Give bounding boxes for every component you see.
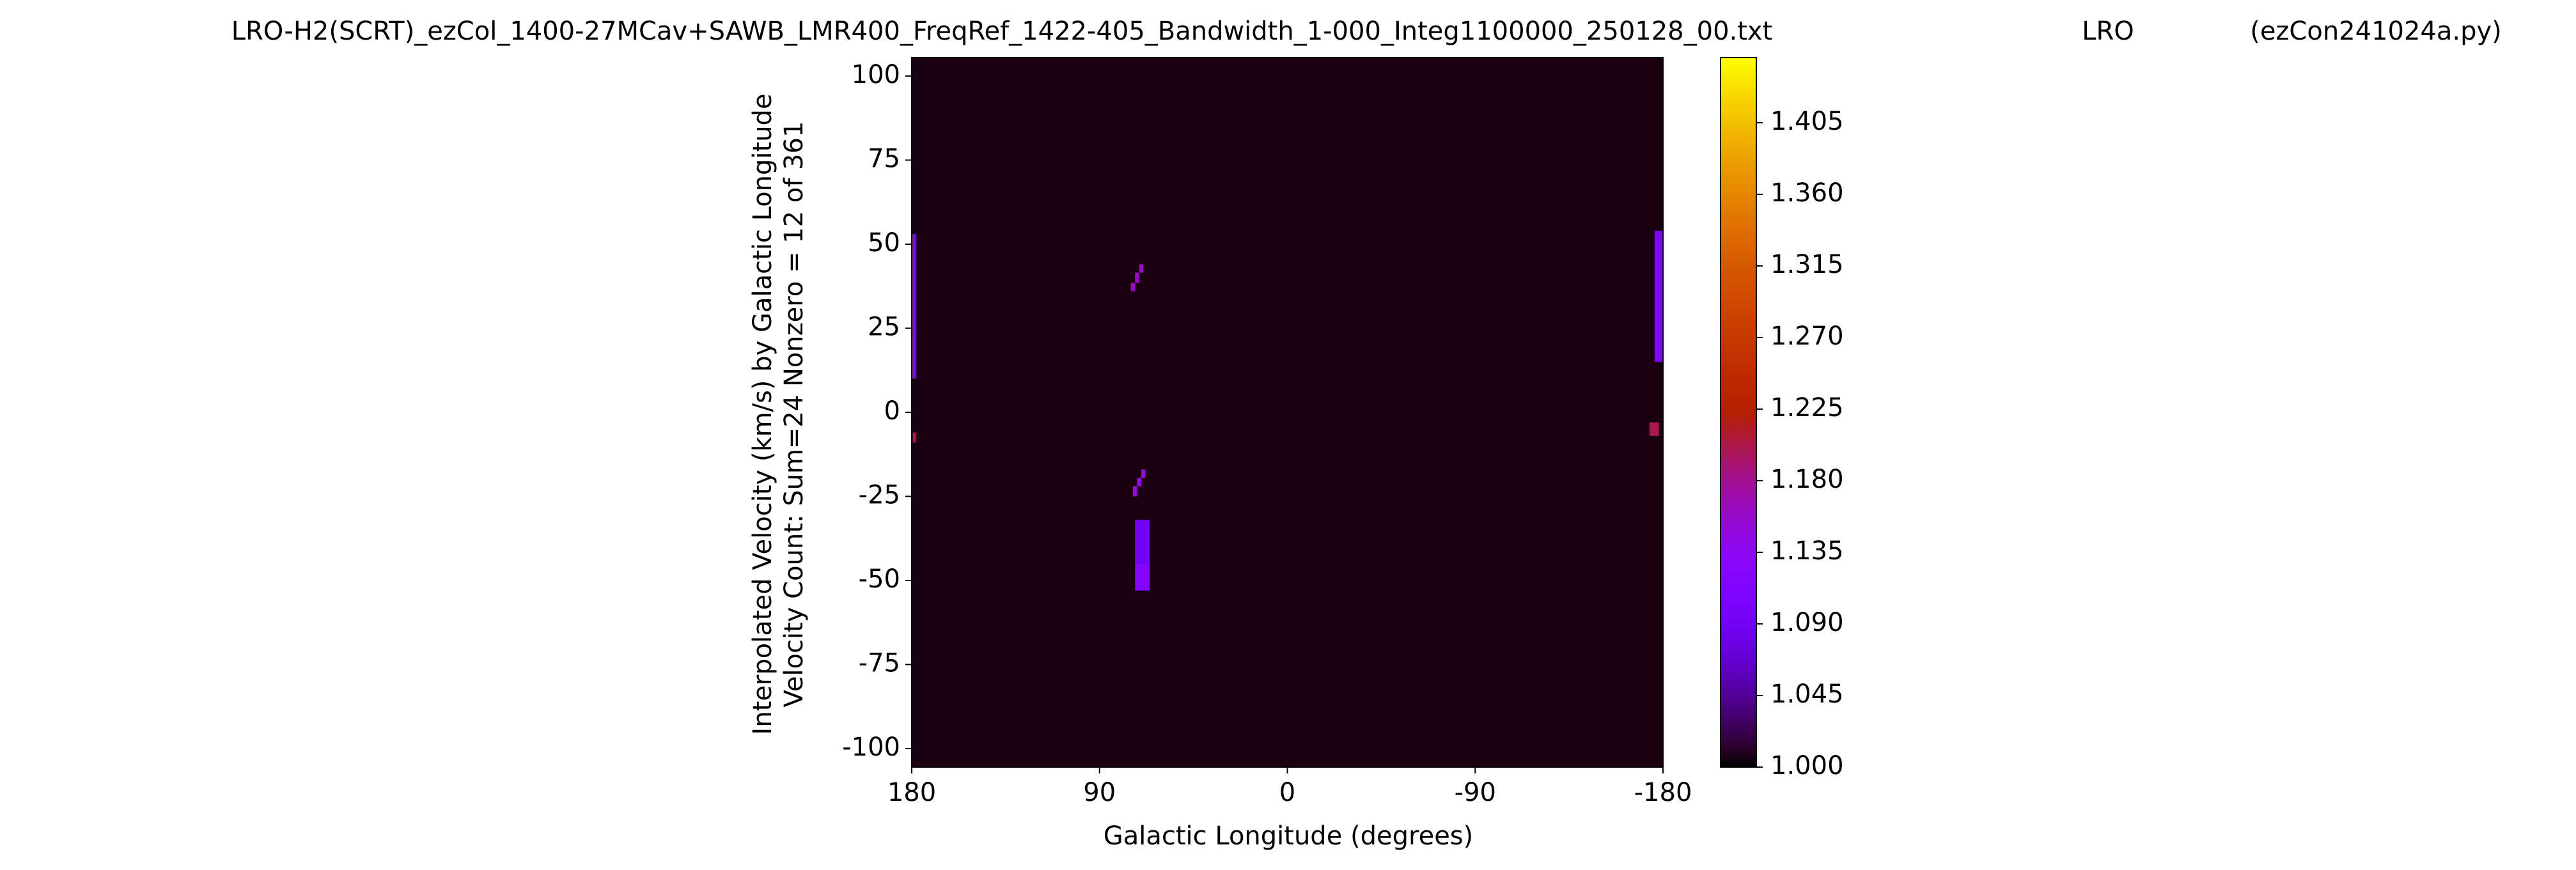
x-tick-label: 90 [1083,778,1116,807]
chart-title-right: (ezCon241024a.py) [2250,17,2502,46]
y-tick-label: -50 [859,564,900,594]
colorbar-tick-label: 1.315 [1770,250,1844,279]
heatmap-cell [1654,230,1663,362]
x-axis-label: Galactic Longitude (degrees) [1104,821,1474,851]
colorbar-tick-label: 1.000 [1770,751,1844,781]
y-tick-label: 0 [884,396,900,426]
heatmap-background [912,58,1663,767]
colorbar-tick-label: 1.225 [1770,393,1844,423]
heatmap-cell [1135,520,1150,564]
y-tick-label: 50 [868,228,900,258]
y-tick-label: 100 [852,60,900,89]
heatmap-cell [1137,478,1142,486]
colorbar-tick-label: 1.270 [1770,322,1844,351]
heatmap-cell [1135,563,1150,591]
y-tick-label: -100 [842,733,900,762]
y-tick-label: -25 [859,481,900,510]
x-tick-label: 180 [887,778,936,807]
y-axis-label: Interpolated Velocity (km/s) by Galactic… [748,93,777,734]
heatmap-cell [1649,422,1659,436]
colorbar-tick-label: 1.180 [1770,465,1844,494]
x-tick-label: -180 [1634,778,1692,807]
y-tick-label: 25 [868,312,900,341]
colorbar [1720,57,1757,768]
x-tick-label: 0 [1279,778,1295,807]
colorbar-tick-label: 1.045 [1770,680,1844,709]
heatmap-cell [1139,264,1144,273]
chart-title: LRO-H2(SCRT)_ezCol_1400-27MCav+SAWB_LMR4… [231,17,1773,46]
heatmap-cell [1135,272,1139,283]
colorbar-tick-label: 1.135 [1770,536,1844,566]
colorbar-tick-label: 1.360 [1770,178,1844,208]
x-tick-label: -90 [1455,778,1496,807]
chart-title-center: LRO [2082,17,2134,46]
heatmap-cell [912,432,916,443]
heatmap-cell [1141,469,1146,478]
y-tick-label: 75 [868,144,900,173]
colorbar-tick-label: 1.405 [1770,107,1844,136]
colorbar-tick-label: 1.090 [1770,608,1844,637]
y-axis-label: Velocity Count: Sum=24 Nonzero = 12 of 3… [779,121,809,707]
y-tick-label: -75 [859,649,900,678]
heatmap-cell [912,234,916,379]
heatmap-cell [1130,283,1136,291]
heatmap-cell [1132,486,1137,497]
